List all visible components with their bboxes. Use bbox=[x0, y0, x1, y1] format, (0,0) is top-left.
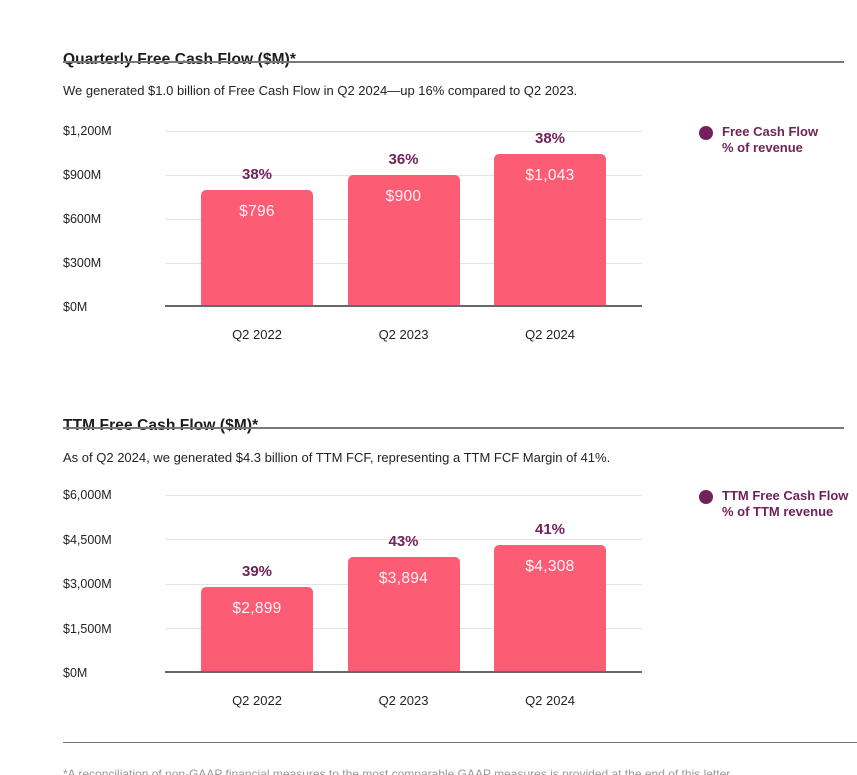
title-divider bbox=[63, 427, 844, 429]
x-axis-labels: Q2 2022 Q2 2023 Q2 2024 bbox=[165, 693, 642, 708]
x-axis-category-label: Q2 2022 bbox=[232, 693, 282, 708]
title-divider bbox=[63, 61, 844, 63]
bar-value-label: $3,894 bbox=[378, 570, 429, 587]
bar-value-label: $796 bbox=[239, 203, 275, 220]
bar-value-label: $1,043 bbox=[525, 167, 575, 184]
chart-subtitle-quarterly-fcf: We generated $1.0 billion of Free Cash F… bbox=[63, 83, 578, 98]
chart-title-quarterly-fcf: Quarterly Free Cash Flow ($M)* bbox=[63, 50, 296, 68]
legend-label: Free Cash Flow % of revenue bbox=[722, 124, 818, 155]
plot-area: 38% $796 36% $900 38% $1,043 bbox=[165, 130, 642, 307]
legend-line1: TTM Free Cash Flow bbox=[722, 488, 849, 503]
plot-area: 39% $2,899 43% $3,894 41% $4,308 bbox=[165, 494, 642, 673]
y-axis-tick-label: $0M bbox=[63, 666, 88, 680]
bar-column: 38% $1,043 bbox=[494, 130, 606, 307]
bar-column: 43% $3,894 bbox=[347, 533, 460, 673]
y-axis-tick-label: $300M bbox=[63, 256, 102, 270]
x-axis-category-label: Q2 2023 bbox=[378, 327, 429, 342]
legend-line1: Free Cash Flow bbox=[722, 124, 819, 139]
legend-line2: % of revenue bbox=[722, 139, 803, 155]
legend-ttm-fcf: TTM Free Cash Flow % of TTM revenue bbox=[699, 488, 848, 519]
pct-of-revenue-label: 39% bbox=[241, 563, 273, 580]
x-axis-category-label: Q2 2022 bbox=[232, 327, 282, 342]
bars-row: 39% $2,899 43% $3,894 41% $4,308 bbox=[165, 495, 642, 673]
bar: $3,894 bbox=[347, 557, 460, 673]
legend-dot-icon bbox=[699, 490, 713, 504]
y-axis-tick-label: $1,500M bbox=[63, 621, 112, 636]
bar-column: 41% $4,308 bbox=[494, 521, 606, 673]
ttm-fcf-chart: 39% $2,899 43% $3,894 41% $4,308 TTM Free Cas… bbox=[63, 488, 848, 708]
chart-title-ttm-fcf: TTM Free Cash Flow ($M)* bbox=[63, 416, 259, 434]
pct-of-revenue-label: 36% bbox=[388, 151, 419, 168]
pct-of-revenue-label: 43% bbox=[388, 533, 419, 550]
x-axis-baseline bbox=[165, 671, 642, 673]
pct-of-revenue-label: 38% bbox=[241, 166, 273, 183]
gridline bbox=[165, 130, 642, 132]
bar-column: 36% $900 bbox=[347, 151, 460, 307]
gaap-reconciliation-footnote: *A reconciliation of non-GAAP financial … bbox=[63, 767, 733, 775]
gridline bbox=[165, 494, 642, 496]
chart-subtitle-ttm-fcf: As of Q2 2024, we generated $4.3 billion… bbox=[63, 450, 611, 465]
bar-column: 39% $2,899 bbox=[201, 563, 313, 673]
bar-value-label: $4,308 bbox=[525, 558, 575, 575]
quarterly-fcf-chart: 38% $796 36% $900 38% $1,043 Free Cash Flow %… bbox=[63, 124, 844, 342]
bar-column: 38% $796 bbox=[201, 166, 313, 307]
x-axis-category-label: Q2 2023 bbox=[378, 693, 429, 708]
x-axis-baseline bbox=[165, 305, 642, 307]
legend-dot-icon bbox=[699, 126, 713, 140]
bar: $4,308 bbox=[494, 545, 606, 673]
bar: $900 bbox=[347, 175, 460, 307]
bar: $2,899 bbox=[201, 587, 313, 673]
bars-row: 38% $796 36% $900 38% $1,043 bbox=[165, 130, 642, 307]
y-axis-tick-label: $900M bbox=[63, 168, 102, 182]
y-axis-tick-label: $0M bbox=[63, 300, 88, 314]
y-axis-tick-label: $3,000M bbox=[63, 577, 112, 591]
bar: $796 bbox=[201, 190, 313, 307]
footer-divider bbox=[63, 742, 857, 743]
y-axis-tick-label: $4,500M bbox=[63, 532, 112, 547]
x-axis-category-label: Q2 2024 bbox=[525, 327, 575, 342]
bar-value-label: $2,899 bbox=[232, 600, 282, 617]
pct-of-revenue-label: 38% bbox=[534, 130, 566, 147]
y-axis-tick-label: $1,200M bbox=[63, 124, 112, 138]
bar: $1,043 bbox=[494, 154, 606, 307]
y-axis-tick-label: $6,000M bbox=[63, 488, 112, 502]
legend-label: TTM Free Cash Flow % of TTM revenue bbox=[722, 488, 848, 519]
legend-quarterly-fcf: Free Cash Flow % of revenue bbox=[699, 124, 818, 155]
x-axis-labels: Q2 2022 Q2 2023 Q2 2024 bbox=[165, 327, 642, 342]
legend-line2: % of TTM revenue bbox=[722, 503, 834, 519]
y-axis-tick-label: $600M bbox=[63, 212, 102, 226]
bar-value-label: $900 bbox=[385, 188, 422, 205]
gridline bbox=[165, 539, 642, 540]
x-axis-category-label: Q2 2024 bbox=[525, 693, 575, 708]
pct-of-revenue-label: 41% bbox=[534, 521, 566, 538]
